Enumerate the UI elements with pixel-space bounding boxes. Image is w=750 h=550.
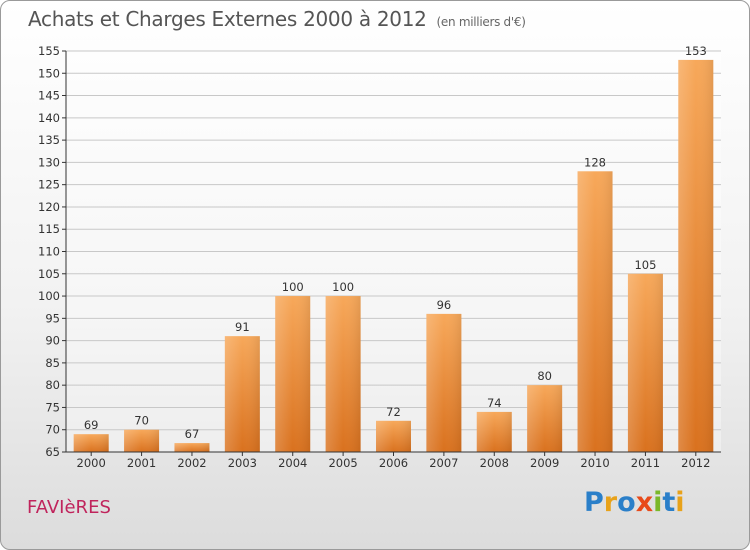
x-tick-label: 2001 bbox=[127, 456, 156, 470]
data-label: 96 bbox=[437, 298, 452, 312]
y-tick-label: 130 bbox=[38, 155, 60, 169]
logo-letter: i bbox=[653, 487, 663, 518]
logo-letter: i bbox=[675, 487, 685, 518]
data-label: 105 bbox=[634, 258, 656, 272]
bar-layer: 69 70 67 91 100 100 72 96 74 80 128 105 153 bbox=[73, 44, 714, 453]
x-tick-label: 2000 bbox=[77, 456, 106, 470]
y-tick-label: 125 bbox=[38, 178, 60, 192]
y-tick-label: 135 bbox=[38, 133, 60, 147]
y-tick-label: 155 bbox=[38, 44, 60, 58]
bar-shade bbox=[275, 296, 311, 452]
y-tick-label: 75 bbox=[45, 400, 60, 414]
data-label: 128 bbox=[584, 155, 606, 169]
bar-shade bbox=[627, 273, 663, 452]
y-tick-label: 140 bbox=[38, 111, 60, 125]
bar-shade bbox=[476, 411, 512, 452]
bar-shade bbox=[224, 336, 260, 452]
logo-letter: o bbox=[617, 487, 636, 518]
logo-letter: x bbox=[635, 487, 654, 518]
y-tick-label: 100 bbox=[38, 289, 60, 303]
axis-layer: 65 70 75 80 85 90 95 100 105 110 115 120 125 130 135 14… bbox=[38, 44, 721, 470]
y-tick-label: 145 bbox=[38, 89, 60, 103]
bar-shade bbox=[174, 443, 210, 452]
bar-shade bbox=[124, 429, 160, 452]
chart-title: Achats et Charges Externes 2000 à 2012 bbox=[28, 7, 427, 31]
x-tick-label: 2006 bbox=[379, 456, 408, 470]
data-label: 100 bbox=[332, 280, 354, 294]
x-tick-label: 2005 bbox=[328, 456, 357, 470]
bar-shade bbox=[426, 313, 462, 452]
x-tick-label: 2002 bbox=[177, 456, 206, 470]
logo-letter: t bbox=[662, 487, 676, 518]
bar-shade bbox=[527, 385, 563, 452]
town-name: FAVIèRES bbox=[27, 497, 111, 518]
y-tick-label: 105 bbox=[38, 267, 60, 281]
data-label: 67 bbox=[185, 427, 200, 441]
x-tick-label: 2007 bbox=[429, 456, 458, 470]
data-label: 72 bbox=[386, 405, 401, 419]
data-label: 69 bbox=[84, 418, 99, 432]
y-tick-label: 110 bbox=[38, 245, 60, 259]
data-label: 70 bbox=[134, 414, 149, 428]
logo-letter: r bbox=[603, 487, 618, 518]
y-tick-label: 65 bbox=[45, 445, 60, 459]
bar-shade bbox=[376, 420, 411, 452]
bar-shade bbox=[577, 171, 613, 453]
y-tick-label: 90 bbox=[45, 334, 60, 348]
data-label: 153 bbox=[685, 44, 707, 58]
x-tick-label: 2011 bbox=[631, 456, 660, 470]
bar-shade bbox=[73, 434, 109, 452]
data-label: 100 bbox=[282, 280, 304, 294]
proxiti-logo: Proxiti bbox=[584, 487, 685, 518]
y-tick-label: 85 bbox=[45, 356, 60, 370]
y-tick-label: 115 bbox=[38, 222, 60, 236]
x-tick-label: 2004 bbox=[278, 456, 307, 470]
y-tick-label: 95 bbox=[45, 311, 60, 325]
y-tick-label: 150 bbox=[38, 66, 60, 80]
y-tick-label: 80 bbox=[45, 378, 60, 392]
bar-shade bbox=[678, 59, 714, 453]
y-tick-label: 70 bbox=[45, 423, 60, 437]
x-tick-label: 2009 bbox=[530, 456, 559, 470]
grid-layer bbox=[66, 50, 721, 453]
x-tick-label: 2003 bbox=[228, 456, 257, 470]
x-tick-label: 2010 bbox=[580, 456, 609, 470]
data-label: 74 bbox=[487, 396, 502, 410]
logo-letter: P bbox=[584, 487, 604, 518]
y-tick-label: 120 bbox=[38, 200, 60, 214]
x-tick-label: 2012 bbox=[681, 456, 710, 470]
x-tick-label: 2008 bbox=[480, 456, 509, 470]
chart-subtitle: (en milliers d'€) bbox=[436, 15, 526, 29]
chart-title-block: Achats et Charges Externes 2000 à 2012 (e… bbox=[28, 7, 526, 31]
bar-shade bbox=[325, 296, 361, 452]
data-label: 80 bbox=[537, 369, 552, 383]
data-label: 91 bbox=[235, 320, 250, 334]
